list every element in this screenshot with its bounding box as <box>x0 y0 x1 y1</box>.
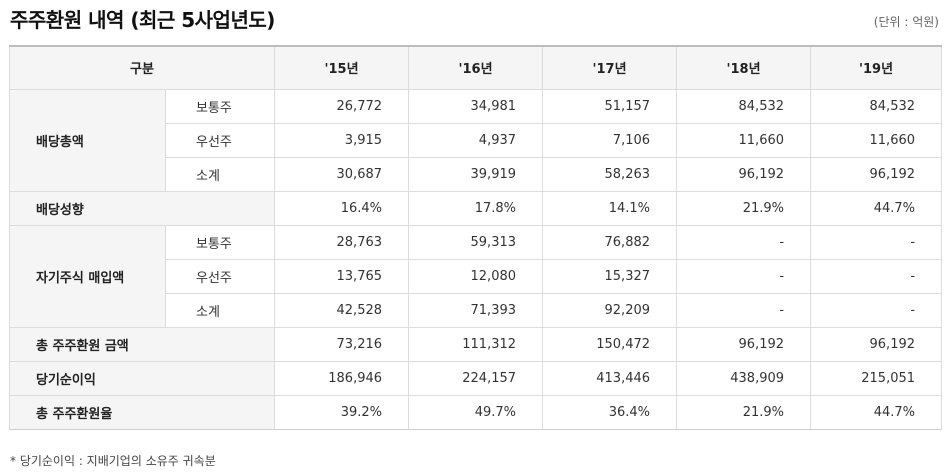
cell-value: 44.7% <box>810 394 943 430</box>
cell-value: 186,946 <box>274 360 410 396</box>
header-year: '15년 <box>274 45 410 90</box>
sub-label: 우선주 <box>164 258 276 294</box>
cell-value: 30,687 <box>274 156 410 192</box>
cell-value: - <box>810 258 943 294</box>
cell-value: - <box>676 224 812 260</box>
cell-value: 71,393 <box>408 292 544 328</box>
sub-label: 소계 <box>164 292 276 328</box>
cell-value: 96,192 <box>676 156 812 192</box>
header-year: '16년 <box>408 45 544 90</box>
cell-value: - <box>676 292 812 328</box>
table-row: 총 주주환원율 39.2% 49.7% 36.4% 21.9% 44.7% <box>8 394 943 430</box>
cell-value: 3,915 <box>274 122 410 158</box>
header-category: 구분 <box>8 45 276 90</box>
cell-value: 438,909 <box>676 360 812 396</box>
sub-label: 소계 <box>164 156 276 192</box>
table-row: 자기주식 매입액 보통주 28,763 59,313 76,882 - - <box>9 224 943 328</box>
cell-value: 96,192 <box>810 156 943 192</box>
table-header-row: 구분 '15년 '16년 '17년 '18년 '19년 <box>8 45 943 90</box>
cell-value: 17.8% <box>408 190 544 226</box>
table-row: 총 주주환원 금액 73,216 111,312 150,472 96,192 … <box>8 326 943 362</box>
sub-label: 보통주 <box>164 88 276 124</box>
header-year: '18년 <box>676 45 812 90</box>
cell-value: 92,209 <box>542 292 678 328</box>
cell-value: 73,216 <box>274 326 410 362</box>
cell-value: 44.7% <box>810 190 943 226</box>
cell-value: 7,106 <box>542 122 678 158</box>
cell-value: 21.9% <box>676 394 812 430</box>
row-label-payout-ratio: 배당성향 <box>8 190 276 226</box>
cell-value: 224,157 <box>408 360 544 396</box>
table-row: 배당총액 보통주 26,772 34,981 51,157 84,532 84,… <box>9 88 943 192</box>
sub-label: 우선주 <box>164 122 276 158</box>
cell-value: 150,472 <box>542 326 678 362</box>
cell-value: 84,532 <box>676 88 812 124</box>
header-year: '17년 <box>542 45 678 90</box>
cell-value: 14.1% <box>542 190 678 226</box>
page-title: 주주환원 내역 (최근 5사업년도) <box>10 8 275 32</box>
cell-value: 76,882 <box>542 224 678 260</box>
cell-value: 15,327 <box>542 258 678 294</box>
cell-value: 111,312 <box>408 326 544 362</box>
cell-value: 51,157 <box>542 88 678 124</box>
cell-value: 12,080 <box>408 258 544 294</box>
row-label-net-income: 당기순이익 <box>8 360 276 396</box>
cell-value: 58,263 <box>542 156 678 192</box>
cell-value: 21.9% <box>676 190 812 226</box>
header-year: '19년 <box>810 45 943 90</box>
cell-value: 36.4% <box>542 394 678 430</box>
sub-label: 보통주 <box>164 224 276 260</box>
cell-value: 26,772 <box>274 88 410 124</box>
table-row: 당기순이익 186,946 224,157 413,446 438,909 21… <box>8 360 943 396</box>
cell-value: 96,192 <box>676 326 812 362</box>
row-label-buyback: 자기주식 매입액 <box>9 224 166 328</box>
cell-value: 28,763 <box>274 224 410 260</box>
cell-value: 11,660 <box>676 122 812 158</box>
cell-value: 413,446 <box>542 360 678 396</box>
table-row: 우선주 13,765 12,080 15,327 - - <box>10 258 943 294</box>
table-row: 배당성향 16.4% 17.8% 14.1% 21.9% 44.7% <box>8 190 943 226</box>
shareholder-return-table: 구분 '15년 '16년 '17년 '18년 '19년 배당총액 보통주 26,… <box>8 45 943 430</box>
table-row: 우선주 3,915 4,937 7,106 11,660 11,660 <box>10 122 943 158</box>
table-row: 소계 30,687 39,919 58,263 96,192 96,192 <box>10 156 943 192</box>
table-row: 소계 42,528 71,393 92,209 - - <box>10 292 943 328</box>
row-label-return-ratio: 총 주주환원율 <box>8 394 276 430</box>
cell-value: 34,981 <box>408 88 544 124</box>
cell-value: 215,051 <box>810 360 943 396</box>
cell-value: 13,765 <box>274 258 410 294</box>
cell-value: 39,919 <box>408 156 544 192</box>
footnote: * 당기순이익 : 지배기업의 소유주 귀속분 <box>10 454 216 468</box>
cell-value: - <box>810 292 943 328</box>
cell-value: 42,528 <box>274 292 410 328</box>
cell-value: 39.2% <box>274 394 410 430</box>
row-label-total-return: 총 주주환원 금액 <box>8 326 276 362</box>
cell-value: 49.7% <box>408 394 544 430</box>
cell-value: - <box>676 258 812 294</box>
cell-value: 16.4% <box>274 190 410 226</box>
cell-value: 96,192 <box>810 326 943 362</box>
cell-value: - <box>810 224 943 260</box>
row-label-dividend-total: 배당총액 <box>9 88 166 192</box>
cell-value: 84,532 <box>810 88 943 124</box>
cell-value: 59,313 <box>408 224 544 260</box>
cell-value: 11,660 <box>810 122 943 158</box>
unit-label: (단위 : 억원) <box>873 15 939 29</box>
cell-value: 4,937 <box>408 122 544 158</box>
